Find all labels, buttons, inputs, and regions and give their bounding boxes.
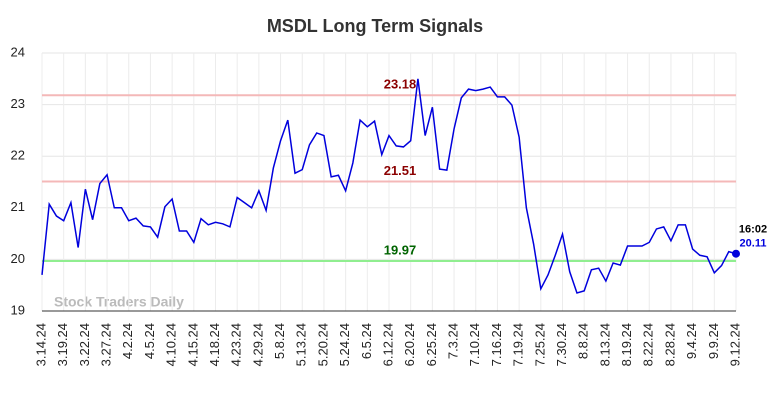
x-tick-label: 7.10.24 — [467, 323, 482, 366]
y-tick-label: 19 — [11, 302, 25, 317]
y-tick-label: 20 — [11, 251, 25, 266]
x-tick-label: 5.20.24 — [315, 323, 330, 366]
x-tick-label: 8.22.24 — [641, 323, 656, 366]
x-tick-label: 4.23.24 — [229, 323, 244, 366]
signal-label: 23.18 — [384, 77, 417, 92]
x-tick-label: 4.10.24 — [164, 323, 179, 366]
y-tick-label: 24 — [11, 44, 25, 59]
watermark: Stock Traders Daily — [54, 294, 184, 310]
x-tick-label: 3.22.24 — [77, 323, 92, 366]
x-tick-label: 6.20.24 — [402, 323, 417, 366]
x-tick-label: 7.19.24 — [511, 323, 526, 366]
x-tick-label: 9.4.24 — [684, 323, 699, 359]
x-tick-label: 8.28.24 — [662, 323, 677, 366]
x-tick-label: 7.16.24 — [489, 323, 504, 366]
x-tick-label: 5.8.24 — [272, 323, 287, 359]
signal-label: 21.51 — [384, 163, 417, 178]
x-tick-label: 6.5.24 — [359, 323, 374, 359]
x-tick-label: 3.19.24 — [55, 323, 70, 366]
x-tick-label: 4.2.24 — [120, 323, 135, 359]
y-tick-label: 22 — [11, 148, 25, 163]
last-value-label: 20.11 — [740, 238, 767, 250]
x-tick-label: 7.25.24 — [532, 323, 547, 366]
x-tick-label: 6.12.24 — [380, 323, 395, 366]
x-tick-label: 4.15.24 — [185, 323, 200, 366]
x-tick-label: 6.25.24 — [424, 323, 439, 366]
x-tick-label: 4.18.24 — [207, 323, 222, 366]
x-tick-label: 7.3.24 — [446, 323, 461, 359]
y-tick-label: 23 — [11, 96, 25, 111]
x-tick-label: 3.27.24 — [99, 323, 114, 366]
x-tick-label: 8.19.24 — [619, 323, 634, 366]
y-tick-label: 21 — [11, 199, 25, 214]
x-tick-label: 8.8.24 — [576, 323, 591, 359]
x-tick-label: 4.29.24 — [250, 323, 265, 366]
x-tick-label: 3.14.24 — [33, 323, 48, 366]
x-tick-label: 7.30.24 — [554, 323, 569, 366]
chart-title: MSDL Long Term Signals — [267, 16, 483, 36]
x-tick-label: 9.9.24 — [706, 323, 721, 359]
last-point — [732, 249, 740, 258]
price-line — [41, 78, 737, 294]
x-tick-label: 5.13.24 — [294, 323, 309, 366]
signal-label: 19.97 — [384, 242, 417, 257]
time-label: 16:02 — [739, 224, 767, 236]
x-tick-label: 8.13.24 — [597, 323, 612, 366]
x-tick-label: 9.12.24 — [727, 323, 742, 366]
x-tick-label: 4.5.24 — [142, 323, 157, 359]
x-tick-label: 5.24.24 — [337, 323, 352, 366]
